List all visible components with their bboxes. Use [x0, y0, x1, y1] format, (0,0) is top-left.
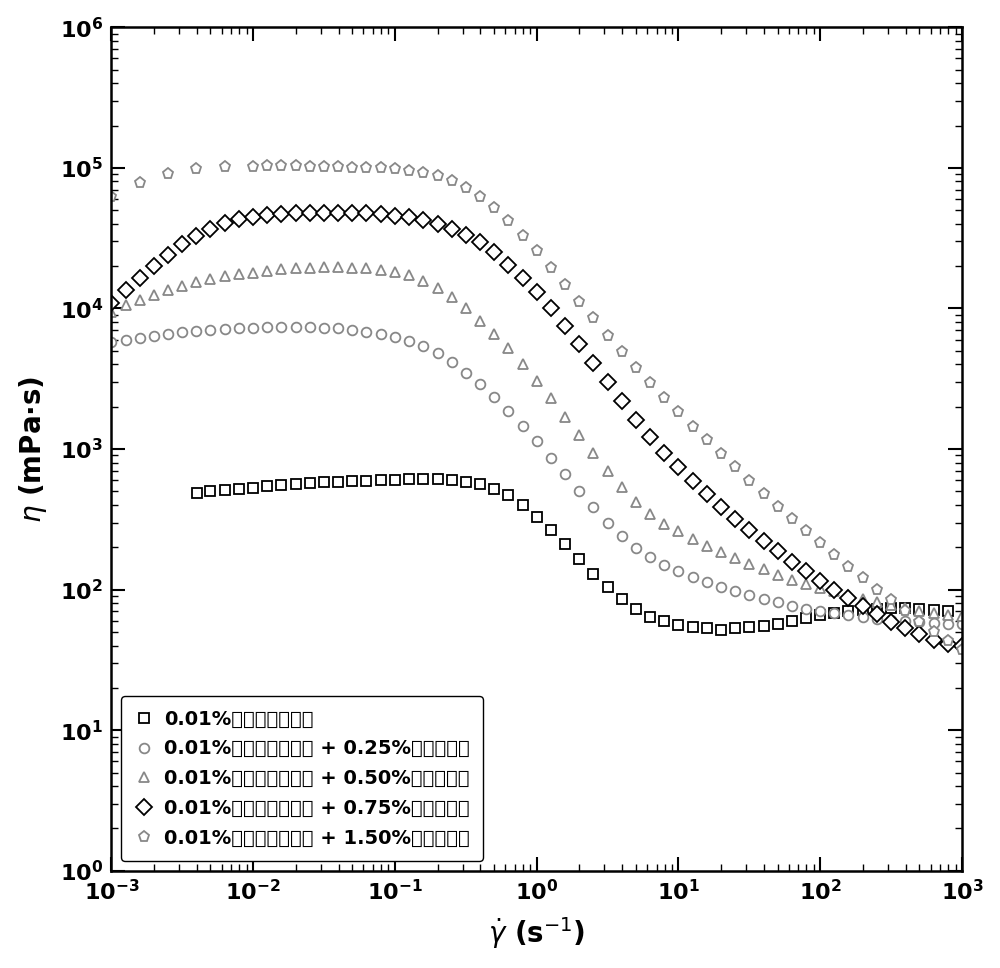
0.01%疏水缔合聚合物 + 0.75%表面活性剤 [417, 214, 429, 226]
0.01%疏水缔合聚合物 [715, 623, 727, 635]
0.01%疏水缔合聚合物 + 0.50%表面活性剤 [857, 593, 869, 605]
0.01%疏水缔合聚合物 [616, 593, 628, 605]
0.01%疏水缔合聚合物 + 0.75%表面活性剤 [630, 413, 642, 425]
0.01%疏水缔合聚合物 [488, 483, 500, 495]
0.01%疏水缔合聚合物 + 0.25%表面活性剤 [857, 611, 869, 622]
0.01%疏水缔合聚合物 + 0.50%表面活性剤 [318, 261, 330, 273]
0.01%疏水缔合聚合物 + 0.50%表面活性剤 [417, 275, 429, 287]
0.01%疏水缔合聚合物 + 0.50%表面活性剤 [304, 262, 316, 274]
Line: 0.01%疏水缔合聚合物: 0.01%疏水缔合聚合物 [192, 474, 953, 634]
0.01%疏水缔合聚合物 + 0.25%表面活性剤 [105, 336, 117, 348]
0.01%疏水缔合聚合物 + 0.25%表面活性剤 [942, 619, 954, 630]
0.01%疏水缔合聚合物 + 1.50%表面活性剤 [786, 513, 798, 525]
0.01%疏水缔合聚合物 + 0.75%表面活性剤 [956, 640, 968, 651]
0.01%疏水缔合聚合物 [942, 605, 954, 617]
0.01%疏水缔合聚合物 + 0.75%表面活性剤 [857, 600, 869, 612]
0.01%疏水缔合聚合物 + 0.75%表面活性剤 [105, 297, 117, 309]
0.01%疏水缔合聚合物 + 0.50%表面活性剤 [630, 497, 642, 508]
0.01%疏水缔合聚合物 + 0.75%表面活性剤 [573, 338, 585, 349]
Legend: 0.01%疏水缔合聚合物, 0.01%疏水缔合聚合物 + 0.25%表面活性剤, 0.01%疏水缔合聚合物 + 0.50%表面活性剤, 0.01%疏水缔合聚合物: 0.01%疏水缔合聚合物, 0.01%疏水缔合聚合物 + 0.25%表面活性剤,… [121, 696, 483, 862]
0.01%疏水缔合聚合物 + 0.25%表面活性剤 [417, 341, 429, 352]
0.01%疏水缔合聚合物 + 1.50%表面活性剤 [701, 435, 713, 446]
0.01%疏水缔合聚合物 [191, 487, 203, 499]
0.01%疏水缔合聚合物 + 0.25%表面活性剤 [275, 321, 287, 333]
0.01%疏水缔合聚合物 + 1.50%表面活性剤 [105, 192, 117, 203]
Y-axis label: $\eta$ (mPa·s): $\eta$ (mPa·s) [17, 376, 49, 523]
0.01%疏水缔合聚合物 + 0.25%表面活性剤 [290, 321, 302, 333]
0.01%疏水缔合聚合物 [417, 473, 429, 485]
Line: 0.01%疏水缔合聚合物 + 0.75%表面活性剤: 0.01%疏水缔合聚合物 + 0.75%表面活性剤 [106, 207, 968, 651]
0.01%疏水缔合聚合物 + 0.25%表面活性剤 [630, 542, 642, 554]
0.01%疏水缔合聚合物 [318, 476, 330, 488]
0.01%疏水缔合聚合物 + 1.50%表面活性剤 [956, 645, 968, 656]
0.01%疏水缔合聚合物 + 1.50%表面活性剤 [474, 192, 486, 203]
Line: 0.01%疏水缔合聚合物 + 0.25%表面活性剤: 0.01%疏水缔合聚合物 + 0.25%表面活性剤 [107, 322, 967, 629]
0.01%疏水缔合聚合物 + 0.50%表面活性剤 [105, 306, 117, 318]
0.01%疏水缔合聚合物 + 1.50%表面活性剤 [672, 407, 684, 418]
0.01%疏水缔合聚合物 + 0.25%表面活性剤 [956, 619, 968, 630]
X-axis label: $\dot{\gamma}$ (s$^{-1}$): $\dot{\gamma}$ (s$^{-1}$) [488, 916, 585, 952]
0.01%疏水缔合聚合物 + 1.50%表面活性剤 [134, 177, 146, 189]
0.01%疏水缔合聚合物 [658, 615, 670, 626]
0.01%疏水缔合聚合物 + 1.50%表面活性剤 [630, 362, 642, 374]
0.01%疏水缔合聚合物 + 1.50%表面活性剤 [261, 161, 273, 172]
Line: 0.01%疏水缔合聚合物 + 1.50%表面活性剤: 0.01%疏水缔合聚合物 + 1.50%表面活性剤 [106, 161, 968, 656]
0.01%疏水缔合聚合物 + 0.50%表面活性剤 [275, 263, 287, 275]
Line: 0.01%疏水缔合聚合物 + 0.50%表面活性剤: 0.01%疏水缔合聚合物 + 0.50%表面活性剤 [107, 262, 967, 620]
0.01%疏水缔合聚合物 + 0.50%表面活性剤 [573, 430, 585, 441]
0.01%疏水缔合聚合物 [644, 611, 656, 622]
0.01%疏水缔合聚合物 + 0.75%表面活性剤 [304, 207, 316, 219]
0.01%疏水缔合聚合物 + 0.25%表面活性剤 [573, 486, 585, 498]
0.01%疏水缔合聚合物 [729, 622, 741, 634]
0.01%疏水缔合聚合物 + 0.50%表面活性剤 [956, 610, 968, 621]
0.01%疏水缔合聚合物 + 0.25%表面活性剤 [318, 321, 330, 333]
0.01%疏水缔合聚合物 + 0.75%表面活性剤 [275, 208, 287, 220]
0.01%疏水缔合聚合物 + 0.75%表面活性剤 [318, 207, 330, 219]
